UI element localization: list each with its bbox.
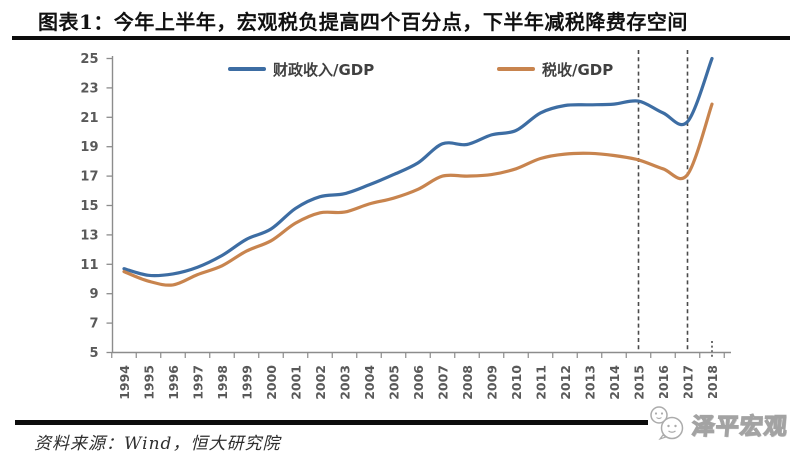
x-tick-label: 2016	[656, 365, 671, 400]
legend-label: 税收/GDP	[542, 60, 614, 79]
x-tick-label: 1996	[166, 365, 181, 400]
x-tick-label: 2004	[362, 365, 377, 400]
x-tick-label: 2000	[264, 365, 279, 400]
y-tick-label: 19	[80, 140, 98, 155]
x-tick-label: 2002	[313, 365, 328, 400]
x-tick-label: 1997	[191, 365, 206, 400]
y-tick-label: 5	[89, 346, 98, 361]
footer-divider	[15, 420, 658, 425]
legend-item-fiscal-revenue: 财政收入/GDP	[228, 60, 375, 79]
y-tick-label: 7	[89, 317, 98, 332]
y-tick-label: 13	[80, 228, 98, 243]
x-tick-label: 1994	[117, 365, 132, 400]
x-tick-label: 2012	[558, 365, 573, 400]
chart-title: 图表1：今年上半年，宏观税负提高四个百分点，下半年减税降费存空间	[38, 10, 688, 34]
x-tick-label: 2008	[460, 365, 475, 400]
x-tick-label: 2009	[485, 365, 500, 400]
y-tick-label: 25	[80, 52, 98, 67]
x-tick-label: 2018	[705, 365, 720, 400]
y-tick-label: 17	[80, 170, 98, 185]
x-tick-label: 2011	[534, 365, 549, 400]
chat-bubble-mascot-icon	[650, 406, 684, 441]
y-tick-label: 23	[80, 81, 98, 96]
x-tick-label: 2010	[509, 365, 524, 400]
y-tick-label: 21	[80, 111, 98, 126]
x-tick-label: 2006	[411, 365, 426, 400]
title-divider	[12, 36, 790, 40]
series-line-fiscal-revenue	[122, 56, 714, 278]
x-tick-label: 2013	[583, 365, 598, 400]
y-tick-label: 11	[80, 258, 98, 273]
legend-line-sample-blue	[228, 67, 266, 71]
series-line-tax-revenue	[122, 102, 714, 287]
legend-line-sample-orange	[497, 67, 535, 71]
watermark-text: 泽平宏观	[690, 413, 789, 440]
x-tick-label: 2017	[681, 365, 696, 400]
brand-watermark: 泽平宏观	[648, 398, 798, 450]
x-tick-label: 1999	[240, 365, 255, 400]
y-tick-label: 15	[80, 199, 98, 214]
x-tick-label: 2014	[607, 365, 622, 400]
x-tick-label: 1998	[215, 365, 230, 400]
x-tick-label: 2007	[436, 365, 451, 400]
legend-item-tax-revenue: 税收/GDP	[497, 60, 614, 79]
x-tick-label: 2001	[289, 365, 304, 400]
x-tick-label: 1995	[142, 365, 157, 400]
legend-label: 财政收入/GDP	[273, 60, 375, 79]
source-note: 资料来源：Wind，恒大研究院	[34, 434, 281, 454]
x-tick-label: 2005	[387, 365, 402, 400]
y-tick-label: 9	[89, 287, 98, 302]
x-tick-label: 2015	[632, 365, 647, 400]
x-tick-label: 2003	[338, 365, 353, 400]
